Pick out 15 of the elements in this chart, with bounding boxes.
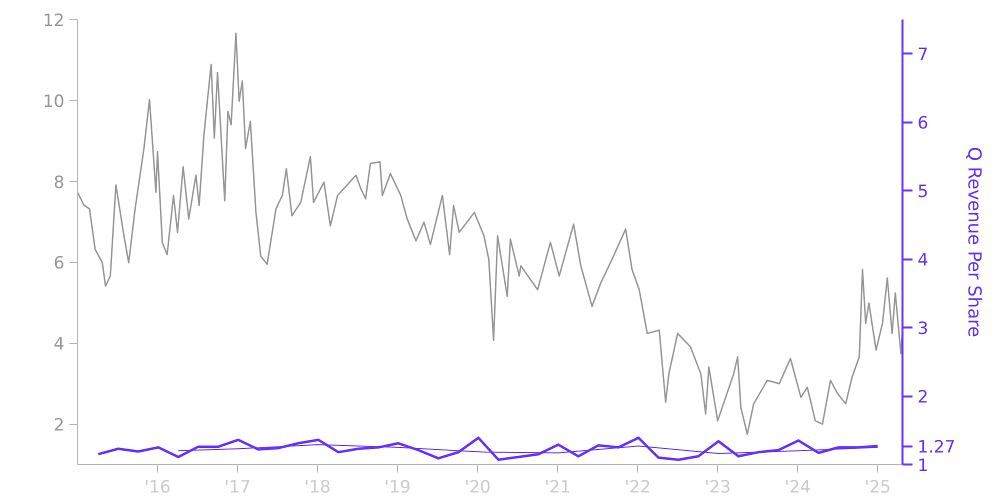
y-tick-label: 12 xyxy=(42,11,65,31)
y2-axis-title: Q Revenue Per Share xyxy=(963,146,984,338)
y-tick-label: 10 xyxy=(42,92,65,112)
y2-tick-label: 7 xyxy=(918,45,928,66)
y-tick-label: 2 xyxy=(54,416,65,436)
y2-tick-label: 1 xyxy=(918,456,928,476)
y2-tick-label: 4 xyxy=(918,250,928,271)
y2-tick-label: 1.27 xyxy=(918,438,956,458)
y2-tick-label: 3 xyxy=(918,319,928,340)
y2-tick-label: 5 xyxy=(918,182,928,202)
y-tick-label: 8 xyxy=(54,172,65,193)
y-tick-label: 6 xyxy=(54,254,65,274)
y-tick-label: 4 xyxy=(54,334,65,355)
y2-tick-label: 2 xyxy=(918,388,928,408)
y2-tick-label: 6 xyxy=(918,114,928,134)
